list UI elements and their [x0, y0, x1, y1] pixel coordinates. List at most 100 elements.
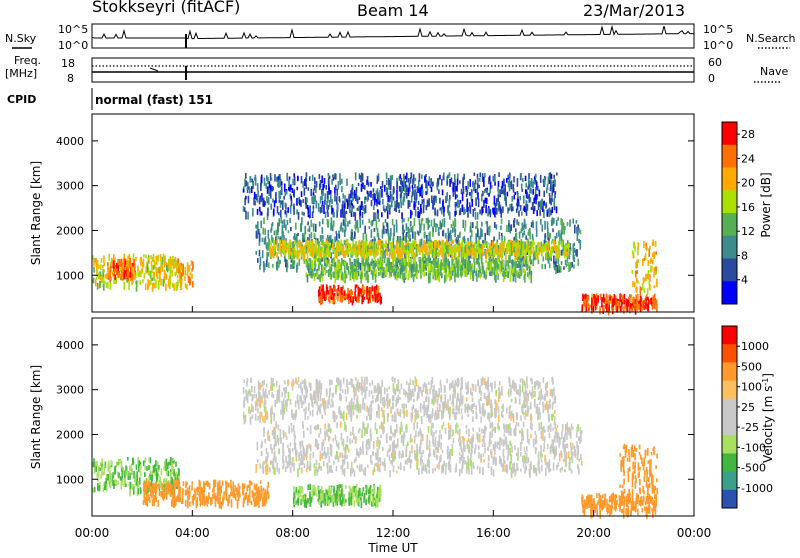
heatmap-cell: [529, 249, 531, 256]
heatmap-cell: [304, 179, 306, 186]
heatmap-cell: [521, 211, 523, 215]
heatmap-cell: [477, 246, 479, 249]
heatmap-cell: [513, 176, 515, 182]
heatmap-cell: [360, 275, 362, 284]
heatmap-cell: [93, 277, 95, 283]
heatmap-cell: [255, 194, 257, 200]
y-tick-label: 4000: [56, 135, 84, 148]
heatmap-cell: [285, 456, 287, 463]
heatmap-cell: [480, 252, 482, 259]
heatmap-cell: [448, 233, 450, 241]
heatmap-cell: [522, 251, 524, 255]
heatmap-cell: [508, 181, 510, 188]
heatmap-cell: [288, 179, 290, 186]
heatmap-cell: [443, 422, 445, 426]
heatmap-cell: [438, 227, 440, 230]
heatmap-cell: [302, 233, 304, 240]
heatmap-cell: [457, 273, 459, 278]
heatmap-cell: [111, 258, 113, 266]
heatmap-cell: [470, 273, 472, 280]
heatmap-cell: [320, 207, 322, 213]
heatmap-cell: [336, 189, 338, 196]
heatmap-cell: [436, 455, 438, 459]
heatmap-cell: [540, 175, 542, 183]
heatmap-cell: [539, 242, 541, 246]
heatmap-cell: [147, 264, 149, 273]
heatmap-cell: [501, 219, 503, 224]
heatmap-cell: [390, 191, 392, 196]
heatmap-cell: [475, 271, 477, 276]
heatmap-cell: [589, 305, 591, 310]
heatmap-cell: [154, 275, 156, 280]
heatmap-cell: [327, 191, 329, 199]
heatmap-cell: [377, 448, 379, 453]
heatmap-cell: [403, 273, 405, 279]
heatmap-cell: [498, 181, 500, 187]
heatmap-cell: [503, 456, 505, 465]
heatmap-cell: [405, 176, 407, 180]
heatmap-cell: [491, 466, 493, 470]
heatmap-cell: [608, 302, 610, 305]
heatmap-cell: [280, 437, 282, 444]
heatmap-cell: [262, 250, 264, 258]
heatmap-cell: [612, 298, 614, 307]
heatmap-cell: [270, 204, 272, 209]
heatmap-cell: [529, 274, 531, 279]
heatmap-cell: [556, 172, 558, 175]
heatmap-cell: [367, 273, 369, 277]
heatmap-cell: [572, 218, 574, 223]
heatmap-cell: [468, 262, 470, 268]
heatmap-cell: [541, 224, 543, 231]
heatmap-cell: [647, 260, 649, 266]
heatmap-cell: [342, 228, 344, 233]
heatmap-cell: [99, 281, 101, 287]
heatmap-cell: [356, 187, 358, 194]
cpid-mode: normal (fast) 151: [95, 93, 213, 107]
heatmap-cell: [368, 182, 370, 187]
heatmap-cell: [381, 253, 383, 256]
heatmap-cell: [344, 252, 346, 258]
heatmap-cell: [243, 206, 245, 212]
heatmap-cell: [438, 258, 440, 261]
power-colorbar-label: Power [dB]: [759, 172, 773, 237]
heatmap-cell: [325, 453, 327, 458]
heatmap-cell: [454, 174, 456, 183]
heatmap-cell: [355, 297, 357, 302]
heatmap-cell: [428, 469, 430, 474]
heatmap-cell: [544, 221, 546, 230]
heatmap-cell: [277, 236, 279, 239]
heatmap-cell: [515, 275, 517, 283]
heatmap-cell: [311, 232, 313, 238]
heatmap-cell: [400, 261, 402, 267]
heatmap-cell: [165, 478, 167, 482]
heatmap-cell: [278, 424, 280, 430]
heatmap-cell: [100, 264, 102, 270]
heatmap-cell: [571, 469, 573, 473]
heatmap-cell: [366, 286, 368, 294]
heatmap-cell: [406, 243, 408, 246]
heatmap-cell: [479, 178, 481, 182]
heatmap-cell: [565, 432, 567, 435]
heatmap-cell: [172, 272, 174, 275]
heatmap-cell: [329, 286, 331, 295]
heatmap-cell: [286, 211, 288, 218]
heatmap-cell: [311, 275, 313, 278]
heatmap-cell: [455, 253, 457, 258]
heatmap-cell: [644, 288, 646, 293]
heatmap-cell: [354, 259, 356, 266]
heatmap-cell: [472, 222, 474, 228]
heatmap-cell: [563, 459, 565, 463]
heatmap-cell: [400, 202, 402, 208]
heatmap-cell: [247, 212, 249, 220]
heatmap-cell: [250, 176, 252, 182]
heatmap-cell: [461, 274, 463, 278]
heatmap-cell: [547, 184, 549, 190]
heatmap-cell: [487, 448, 489, 451]
heatmap-cell: [490, 212, 492, 217]
heatmap-cell: [527, 186, 529, 190]
heatmap-cell: [527, 272, 529, 277]
heatmap-cell: [396, 470, 398, 473]
heatmap-cell: [260, 257, 262, 266]
heatmap-cell: [397, 272, 399, 278]
heatmap-cell: [340, 294, 342, 302]
